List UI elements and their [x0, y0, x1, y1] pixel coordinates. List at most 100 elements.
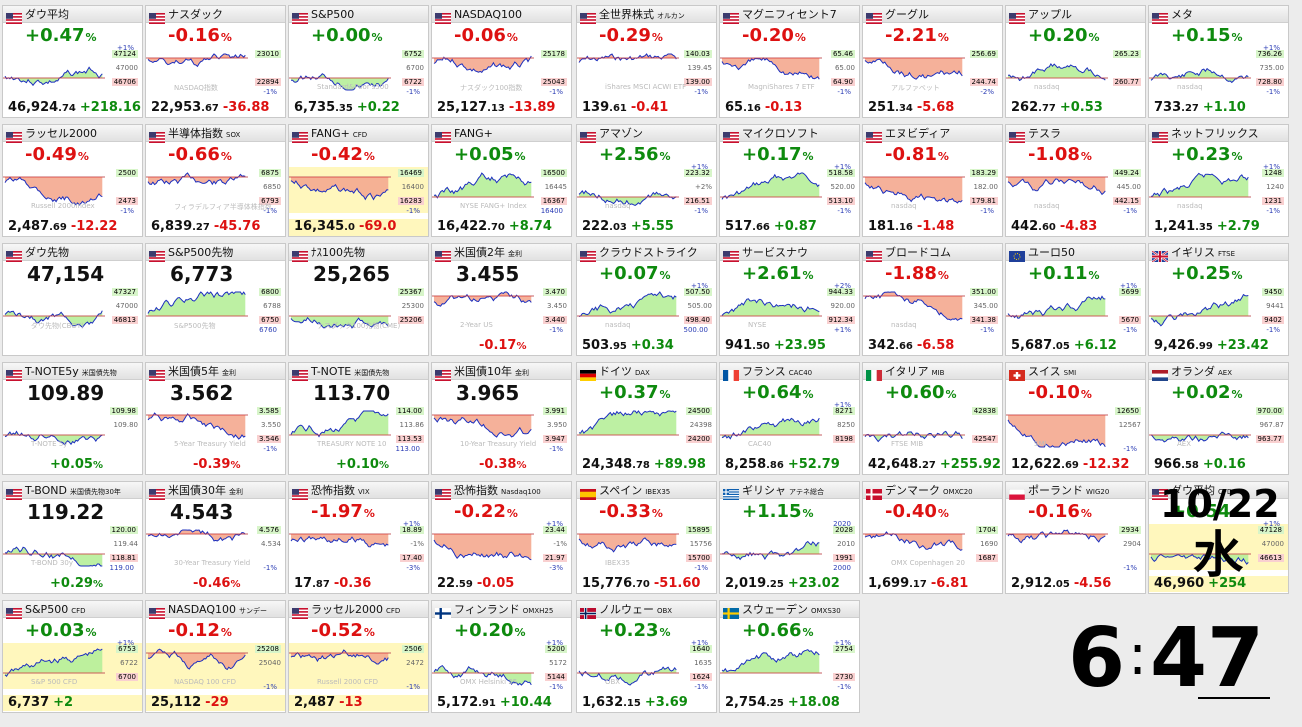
price-diff: +1.10 — [1202, 100, 1246, 115]
price-decimal: .69 — [49, 222, 67, 233]
range-mid-label: 119.44 — [113, 540, 139, 548]
market-tile[interactable]: T-NOTE5y 米国債先物 109.89 109.98 109.80 T-NOTE 5y… — [2, 362, 143, 475]
tile-header: 半導体指数 SOX — [146, 125, 285, 143]
market-tile[interactable]: ダウ先物 47,154 47327 47000 46813 ダウ先物(CBOT) — [2, 243, 143, 356]
market-tile[interactable]: 全世界株式 オルカン -0.29% 140.03 139.45 139.00 -1% iSha… — [576, 5, 717, 118]
price-main: 5,172 — [437, 695, 479, 710]
tile-header: メタ — [1149, 6, 1288, 24]
price-row: 25,127.13 -13.89 — [437, 100, 555, 117]
minus-label: -1% — [837, 88, 851, 96]
change-percent: -0.20% — [742, 25, 806, 46]
range-high-label: 183.29 — [969, 169, 998, 177]
price-main: 12,622 — [1011, 457, 1062, 472]
market-tile[interactable]: デンマーク OMXC20 -0.40% 1704 1690 1687 OMX Copenha… — [862, 481, 1003, 594]
market-tile[interactable]: NASDAQ100 -0.06% 25178 25043 -1% ナスダック100指数 25… — [431, 5, 572, 118]
market-tile[interactable]: イタリア MIB +0.60% 42838 42547 FTSE MIB 42,648.27… — [862, 362, 1003, 475]
date-display: 10/22 水 — [1160, 482, 1280, 584]
market-tile[interactable]: ドイツ DAX +0.37% 24500 24398 24200 24,348.78 +89.… — [576, 362, 717, 475]
market-tile[interactable]: FANG+ CFD -0.42% 16469 16400 16283 -1% 16,345.0… — [288, 124, 429, 237]
market-tile[interactable]: ギリシャ アテネ総合 +1.15% 2028 2020 2010 1991 2000 2,019… — [719, 481, 860, 594]
market-tile[interactable]: ダウ平均 +0.47% 47124 +1% 47000 46706 46,924.74 +21… — [2, 5, 143, 118]
market-tile[interactable]: テスラ -1.08% 449.24 445.00 442.15 -1% nasdaq 442.… — [1005, 124, 1146, 237]
range-mid-label: 25300 — [401, 302, 424, 310]
market-tile[interactable]: メタ +0.15% 736.26 +1% 735.00 728.80 -1% nasdaq 73… — [1148, 5, 1289, 118]
chart-watermark: nasdaq — [891, 321, 917, 329]
market-tile[interactable]: クラウドストライク +0.07% 507.50 +1% 505.00 498.40 500.… — [576, 243, 717, 356]
market-tile[interactable]: スイス SMI -0.10% 12650 12567 -1% SMI 12,622.69 -12… — [1005, 362, 1146, 475]
market-tile[interactable]: スペイン IBEX35 -0.33% 15895 15756 15700 -1% IBEX35… — [576, 481, 717, 594]
market-tile[interactable]: 米国債30年 金利 4.543 4.576 4.534 -1% 30-Year Treasu… — [145, 481, 286, 594]
range-mid-label: 505.00 — [687, 302, 713, 310]
price-row: 139.61 -0.41 — [582, 100, 668, 117]
market-tile[interactable]: 米国債10年 金利 3.965 3.991 3.950 3.947 -1% 10-Year T… — [431, 362, 572, 475]
range-mid-label: 16400 — [401, 183, 424, 191]
market-tile[interactable]: 米国債2年 金利 3.455 3.470 3.450 3.440 -1% 2-Year US -… — [431, 243, 572, 356]
flag-icon — [435, 247, 451, 262]
price-main: 517 — [725, 219, 753, 234]
market-tile[interactable]: ポーランド WIG20 -0.16% 2934 2904 -1% 2,912.05 -4.56 — [1005, 481, 1146, 594]
market-tile[interactable]: S&P500 +0.00% 6752 6700 6722 -1% Standard&Poor… — [288, 5, 429, 118]
market-tile[interactable]: ブロードコム -1.88% 351.00 345.00 341.38 -1% nasdaq 3… — [862, 243, 1003, 356]
range-low-label: 3.546 — [256, 435, 281, 443]
tile-header: 米国債10年 金利 — [432, 363, 571, 381]
market-tile[interactable]: S&P500先物 6,773 6800 6788 6750 6760 S&P500先物 — [145, 243, 286, 356]
tile-header: ポーランド WIG20 — [1006, 482, 1145, 501]
price-main: 16,345 — [294, 219, 345, 234]
price-diff: -0.05 — [476, 576, 515, 591]
market-tile[interactable]: オランダ AEX +0.02% 970.00 967.87 963.77 AEX 966.58… — [1148, 362, 1289, 475]
tile-header: フランス CAC40 — [720, 363, 859, 381]
market-tile[interactable]: エヌビディア -0.81% 183.29 182.00 179.81 -1% nasdaq 1… — [862, 124, 1003, 237]
change-percent: -0.66% — [168, 144, 232, 165]
market-tile[interactable]: 恐怖指数 Nasdaq100 -0.22% 23.44 +1% -1% 21.97 -3% 22… — [431, 481, 572, 594]
market-tile[interactable]: フランス CAC40 +0.64% 8271 +1% 8250 8198 CAC40 8,258… — [719, 362, 860, 475]
market-tile[interactable]: サービスナウ +2.61% 944.33 +2% 920.00 912.34 +1% NYSE… — [719, 243, 860, 356]
market-tile[interactable]: ナスダック -0.16% 23010 22894 -1% NASDAQ指数 22,953.6… — [145, 5, 286, 118]
price-decimal: .50 — [752, 341, 770, 352]
range-low-label: 244.74 — [969, 78, 998, 86]
market-tile[interactable]: T-BOND 米国債先物30年 119.22 120.00 119.44 118.81 11… — [2, 481, 143, 594]
chart-watermark: T-NOTE 5y — [31, 440, 68, 448]
range-low-label: 16283 — [397, 197, 424, 205]
market-tile[interactable]: グーグル -2.21% 256.69 244.74 -2% アルファベット 251.34 -5… — [862, 5, 1003, 118]
market-tile[interactable]: ラッセル2000 -0.49% 2500 2473 -1% Russell 2000ind… — [2, 124, 143, 237]
market-tile[interactable]: スウェーデン OMXS30 +0.66% 2754 +1% 2730 -1% 2,754.25… — [719, 600, 860, 713]
price-diff: +0.16 — [1202, 457, 1246, 472]
range-high-label: 1640 — [690, 645, 712, 653]
market-tile[interactable]: 米国債5年 金利 3.562 3.585 3.550 3.546 -1% 5-Year Tre… — [145, 362, 286, 475]
price-diff: -45.76 — [213, 219, 261, 234]
market-tile[interactable]: 恐怖指数 VIX -1.97% 18.89 +1% -1% 17.40 -3% 17.87 -0.… — [288, 481, 429, 594]
range-high-label: 23010 — [254, 50, 281, 58]
market-tile[interactable]: アマゾン +2.56% 223.32 +1% +2% 216.51 -1% nasdaq 222… — [576, 124, 717, 237]
price-row: 16,345.0 -69.0 — [289, 219, 428, 236]
market-tile[interactable]: T-NOTE 米国債先物 113.70 114.00 113.86 113.53 113.0… — [288, 362, 429, 475]
market-tile[interactable]: イギリス FTSE +0.25% 9450 9441 9402 -1% 9,426.99 +23… — [1148, 243, 1289, 356]
minus-label: -1% — [263, 207, 277, 215]
market-tile[interactable]: ユーロ50 +0.11% 5699 +1% 5670 -1% 5,687.05 +6.12 — [1005, 243, 1146, 356]
range-mid-label: 6700 — [406, 64, 424, 72]
price-main: 966 — [1154, 457, 1182, 472]
market-tile[interactable]: S&P500 CFD +0.03% 6753 +1% 6722 6700 S&P 500 CF… — [2, 600, 143, 713]
market-tile[interactable]: ラッセル2000 CFD -0.52% 2506 2472 -1% Russell 2000… — [288, 600, 429, 713]
price-row: 8,258.86 +52.79 — [725, 457, 840, 474]
market-tile[interactable]: フィンランド OMXH25 +0.20% 5200 +1% 5172 5144 -1% OMX … — [431, 600, 572, 713]
market-tile[interactable]: アップル +0.20% 265.23 260.77 nasdaq 262.77 +0.53 — [1005, 5, 1146, 118]
market-tile[interactable]: FANG+ +0.05% 16500 16445 16367 16400 NYSE FANG… — [431, 124, 572, 237]
market-tile[interactable]: NASDAQ100 サンデー -0.12% 25208 25040 -1% NASDAQ 1… — [145, 600, 286, 713]
change-percent: -0.38% — [479, 457, 527, 472]
minus-label: -1% — [694, 564, 708, 572]
market-tile[interactable]: マイクロソフト +0.17% 518.58 +1% 520.00 513.10 -1% 517… — [719, 124, 860, 237]
price-main: 251 — [868, 100, 896, 115]
minus-label: -1% — [694, 88, 708, 96]
market-tile[interactable]: ネットフリックス +0.23% 1248 +1% 1240 1231 -1% nasdaq 1,… — [1148, 124, 1289, 237]
market-tile[interactable]: 半導体指数 SOX -0.66% 6875 6850 6793 -1% フィラデルフィア半導体… — [145, 124, 286, 237]
market-tile[interactable]: ﾅｽ100先物 25,265 25367 25300 25206 ナスダック100先物(C… — [288, 243, 429, 356]
market-tile[interactable]: ダウ平均 CFD +0.54% 47128 +1% 47000 46613 46,960 +25… — [1148, 481, 1289, 594]
range-mid-label: 2472 — [406, 659, 424, 667]
price-diff: -13 — [339, 695, 363, 710]
price-row: 1,241.35 +2.79 — [1154, 219, 1260, 236]
tile-name: マイクロソフト — [742, 127, 819, 140]
tile-header: 米国債2年 金利 — [432, 244, 571, 262]
market-tile[interactable]: ノルウェー OBX +0.23% 1640 +1% 1635 1624 -1% OBX 1,632… — [576, 600, 717, 713]
price-decimal: .99 — [1195, 341, 1213, 352]
market-tile[interactable]: マグニフィセント7 -0.20% 65.46 65.00 64.90 -1% MagniSh… — [719, 5, 860, 118]
